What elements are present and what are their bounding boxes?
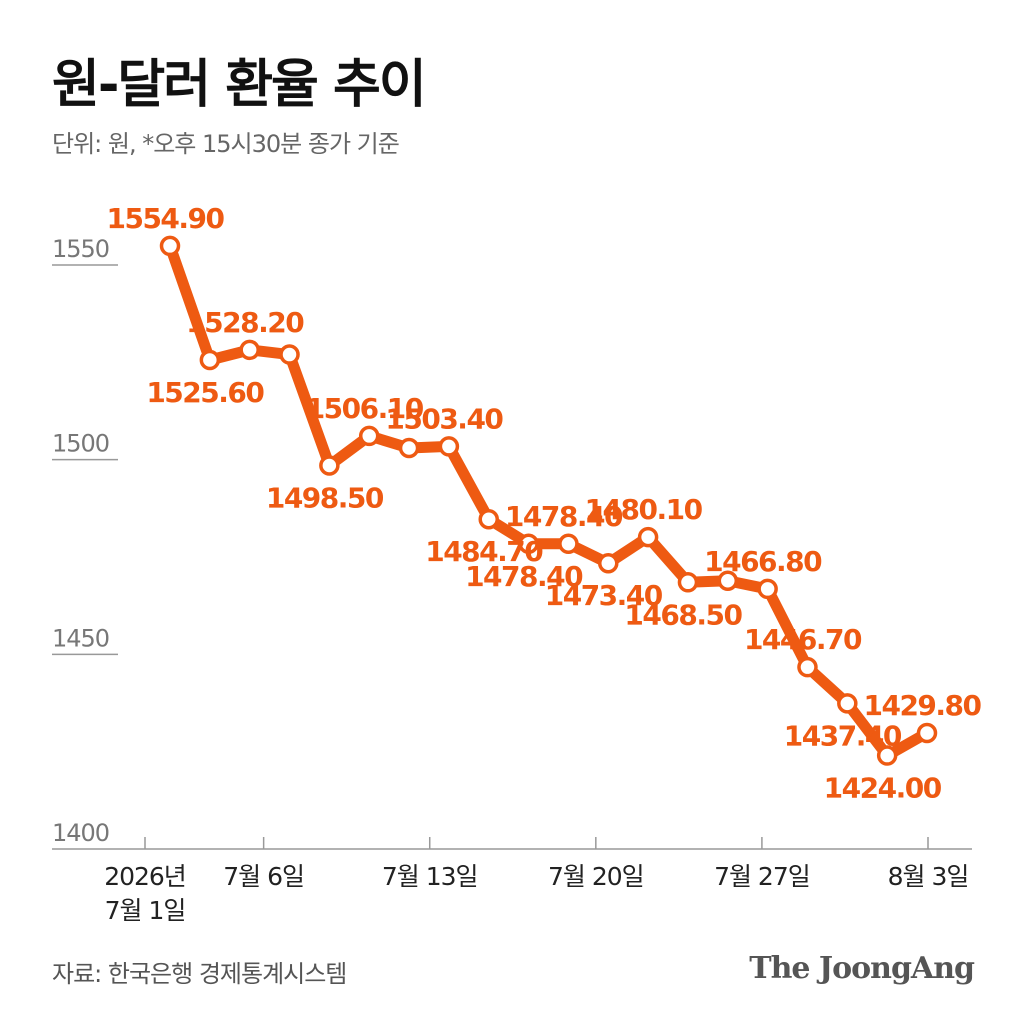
series-line [164,240,933,762]
chart-subtitle: 단위: 원, *오후 15시30분 종가 기준 [52,130,400,158]
data-point [279,344,300,365]
data-point [677,572,699,593]
data-label: 1446.70 [744,623,862,656]
data-point [478,508,499,530]
data-point [558,533,579,555]
data-point [916,722,938,744]
data-label: 1468.50 [624,598,742,631]
data-point [876,745,898,766]
source-note: 자료: 한국은행 경제통계시스템 [52,960,347,988]
chart-title: 원-달러 환율 추이 [52,55,427,115]
y-tick-label: 1500 [52,430,109,458]
publisher-logo: The JoongAng [749,951,975,986]
data-point [717,570,739,591]
data-point [358,425,380,447]
y-tick-label: 1400 [52,819,109,847]
data-point [797,656,818,678]
data-label: 1478.40 [465,560,583,593]
x-tick-label: 7월 20일 [548,862,644,891]
data-point [837,693,858,714]
data-point [159,235,181,257]
x-tick-label: 7월 1일 [105,896,186,925]
data-label: 1424.00 [824,772,942,805]
data-label: 1525.60 [146,376,264,409]
data-point [438,436,460,457]
data-label: 1429.80 [863,689,981,722]
data-point [598,552,619,574]
data-point [518,533,539,555]
data-label: 1506.10 [306,392,424,425]
series-layer [159,235,938,766]
data-point [757,578,778,600]
data-point [398,437,420,459]
data-label: 1437.40 [784,719,902,752]
label-layer: 1554.90 1525.60 1528.20 1498.50 1506.101503.… [106,202,983,805]
data-label: 1484.70 [425,535,543,568]
data-label: 1466.80 [704,545,822,578]
data-point [199,349,221,371]
data-point [319,455,340,476]
y-tick-label: 1450 [52,624,109,652]
data-label: 1498.50 [266,482,384,515]
x-tick-label: 7월 6일 [223,862,304,891]
data-label: 1503.40 [385,402,503,435]
data-point [637,526,659,548]
x-tick-label: 2026년 [104,862,186,891]
y-tick-label: 1550 [52,235,109,263]
data-label: 1528.20 [186,306,304,339]
data-label: 1480.10 [585,493,703,526]
x-tick-label: 7월 13일 [382,862,478,891]
axis-layer: 1400 1450 1500 1550 2026년 7월 1일 7월 6일 7월 13일 7월 … [52,235,972,925]
data-label: 1554.90 [106,202,224,235]
x-tick-label: 8월 3일 [888,862,969,891]
x-tick-label: 7월 27일 [714,862,810,891]
data-label: 1478.40 [505,500,623,533]
data-label: 1473.40 [545,579,663,612]
data-point [239,339,260,361]
